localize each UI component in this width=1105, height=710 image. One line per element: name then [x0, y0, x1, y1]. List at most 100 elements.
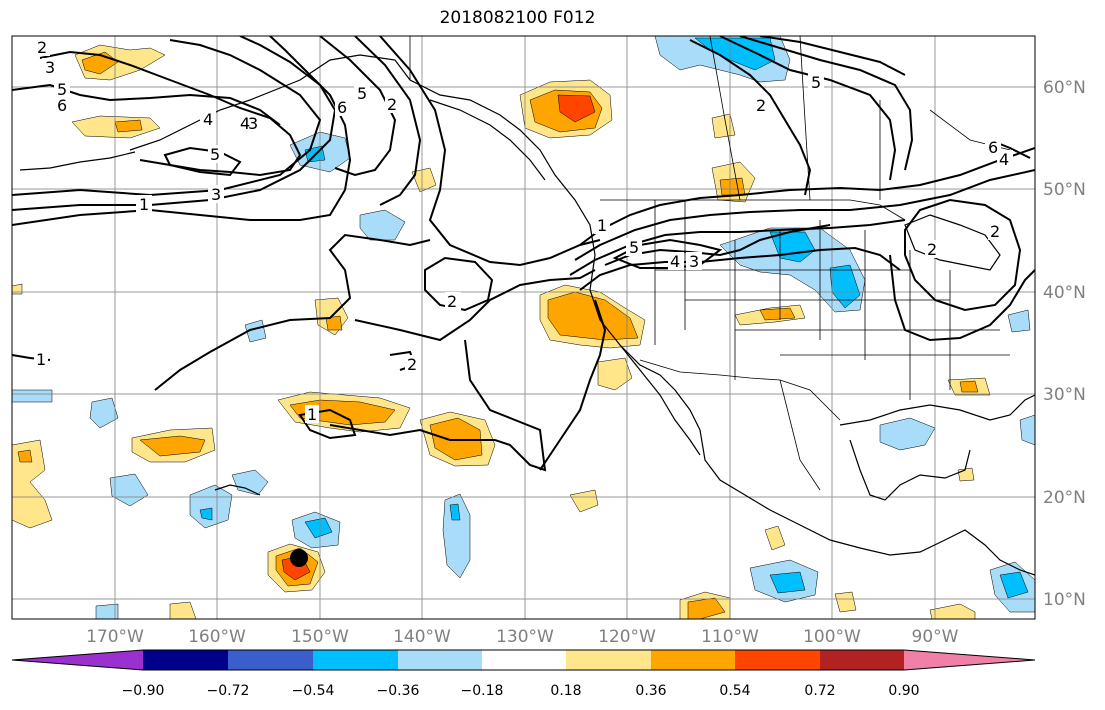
us-canada-border: [600, 199, 906, 221]
neg-region: [89, 397, 119, 429]
mexico-state: [779, 379, 821, 491]
pos-region: [929, 603, 976, 619]
colorbar-tick-label: −0.54: [292, 683, 335, 699]
contour: [424, 256, 494, 312]
colorbar-swatch: [735, 650, 820, 670]
contour: [574, 169, 1035, 261]
neg-region: [1007, 309, 1031, 333]
contour-label: 3: [211, 185, 221, 204]
storm-center-marker: [290, 549, 308, 567]
neg-region: [769, 571, 806, 594]
contour: [298, 408, 357, 440]
contour: [739, 36, 914, 171]
lon-tick-label: 170°W: [86, 627, 144, 647]
contour: [329, 339, 547, 472]
neg-region: [231, 469, 269, 496]
contour-label: 1: [597, 216, 607, 235]
colorbar-tick-label: −0.72: [207, 683, 250, 699]
yucatan: [849, 439, 971, 501]
colorbar-tick-label: −0.90: [122, 683, 165, 699]
lon-tick-label: 100°W: [803, 627, 861, 647]
contour: [689, 39, 812, 196]
contour: [569, 219, 906, 276]
colorbar: −0.90 −0.72 −0.54 −0.36 −0.18 0.18 0.36 0.54 0.7…: [11, 649, 1036, 699]
gulf-coast: [839, 394, 1035, 426]
pos-region: [169, 601, 197, 619]
contour-label: 4: [203, 110, 213, 129]
pos-region: [411, 167, 437, 193]
colorbar-tick-label: 0.54: [719, 683, 750, 699]
contour-label: 2: [447, 292, 457, 311]
bc-coast: [429, 99, 546, 181]
alaska-coast: [129, 79, 301, 151]
lat-tick-label: 40°N: [1043, 283, 1086, 303]
lat-tick-label: 60°N: [1043, 78, 1086, 98]
neg-region: [304, 517, 333, 539]
contour-label: 3: [689, 252, 699, 271]
contour: [579, 246, 901, 291]
neg-region: [12, 389, 53, 403]
colorbar-extend-low: [12, 650, 143, 670]
longitude-labels: 170°W 160°W 150°W 140°W 130°W 120°W 110°…: [86, 627, 959, 647]
lon-tick-label: 150°W: [291, 627, 349, 647]
contour-label: 2: [927, 240, 937, 259]
contour-label: 3: [248, 114, 258, 133]
contour-label: 5: [811, 73, 821, 92]
lon-tick-label: 120°W: [598, 627, 656, 647]
contour: [719, 36, 897, 181]
contour-label: 1: [307, 405, 317, 424]
contour: [12, 39, 322, 197]
contour-label: 5: [210, 145, 220, 164]
lat-tick-label: 10°N: [1043, 590, 1086, 610]
map-title: 2018082100 F012: [439, 8, 596, 28]
contour: [612, 238, 723, 269]
lon-tick-label: 160°W: [188, 627, 246, 647]
colorbar-tick-label: 0.90: [888, 683, 919, 699]
contour: [319, 36, 397, 177]
pos-region: [325, 315, 343, 331]
lon-tick-label: 140°W: [393, 627, 451, 647]
contour-label: 6: [57, 96, 67, 115]
baja: [619, 344, 701, 456]
contour-label: 2: [407, 355, 417, 374]
neg-region: [449, 503, 461, 521]
pos-region: [114, 119, 143, 133]
pos-region: [764, 525, 786, 551]
pos-region: [547, 291, 639, 341]
colorbar-swatch: [651, 650, 735, 670]
north-america-coast: [299, 54, 1035, 576]
colorbar-swatch: [482, 650, 566, 670]
pos-region: [557, 94, 596, 123]
contour-label: 4: [670, 252, 680, 271]
colorbar-tick-label: 0.18: [550, 683, 581, 699]
contour-label: 3: [45, 58, 55, 77]
contour: [354, 269, 596, 342]
colorbar-swatch: [398, 650, 482, 670]
lon-tick-label: 110°W: [701, 627, 759, 647]
colorbar-tick-label: 0.72: [804, 683, 835, 699]
pos-region: [957, 467, 975, 482]
contour: [354, 36, 422, 206]
contour: [539, 299, 607, 471]
lat-tick-label: 30°N: [1043, 385, 1086, 405]
contour-labels: 2 3 5 6 1 4 3 4 5 6 2 5 3 1 2 2 5 2 6 4 …: [34, 38, 1013, 424]
contour-label: 5: [57, 80, 67, 99]
neg-region: [244, 319, 267, 343]
contour-label: 2: [990, 222, 1000, 241]
neg-region: [1019, 414, 1035, 446]
contour: [163, 146, 242, 177]
colorbar-swatch: [313, 650, 398, 670]
contour-label: 4: [240, 114, 250, 133]
latitude-labels: 60°N 50°N 40°N 30°N 20°N 10°N: [1043, 78, 1086, 610]
neg-region: [189, 484, 233, 529]
neg-region: [95, 603, 119, 619]
contour-label: 5: [629, 238, 639, 257]
lat-tick-label: 20°N: [1043, 488, 1086, 508]
pos-region: [719, 177, 746, 196]
political-borders: [409, 36, 1011, 491]
pos-region: [959, 380, 979, 393]
pos-region: [569, 489, 599, 513]
contour-label: 2: [387, 95, 397, 114]
contour-label: 2: [37, 38, 47, 57]
contour-label: 1: [139, 195, 149, 214]
